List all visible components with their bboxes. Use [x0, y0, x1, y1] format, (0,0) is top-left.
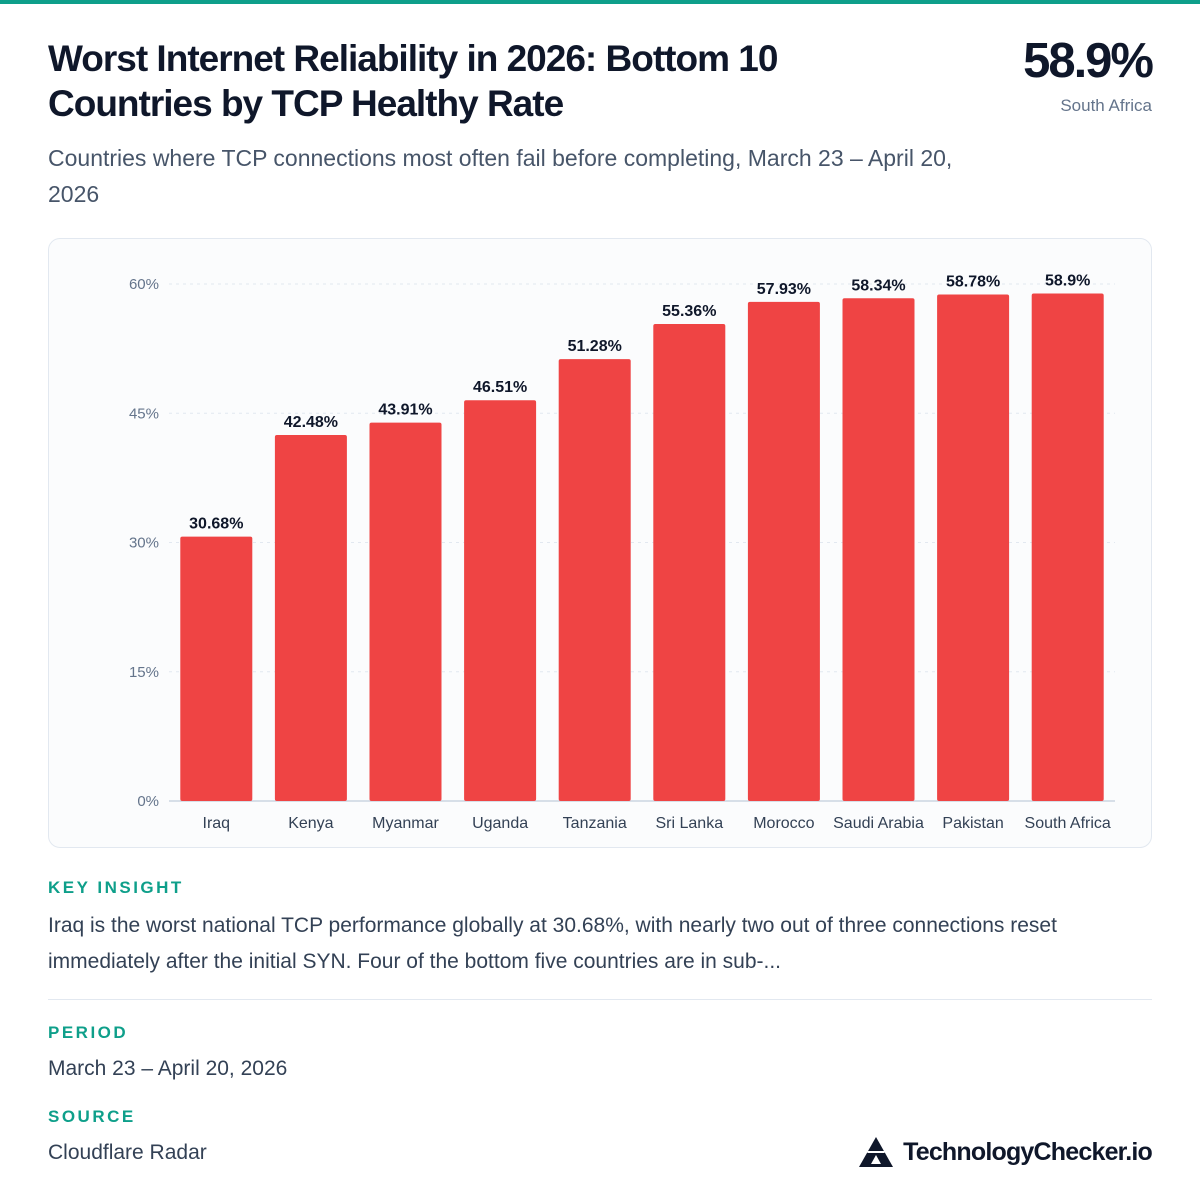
bar-value-label: 46.51% — [473, 379, 527, 396]
x-category-label: Saudi Arabia — [833, 815, 924, 832]
y-tick-label: 0% — [137, 793, 159, 810]
y-tick-label: 45% — [129, 405, 159, 422]
x-category-label: Iraq — [203, 815, 231, 832]
bar-south-africa — [1031, 293, 1104, 801]
key-insight-text: Iraq is the worst national TCP performan… — [48, 914, 1057, 973]
period-label: PERIOD — [48, 1023, 129, 1042]
bar-value-label: 30.68% — [189, 516, 243, 533]
bar-value-label: 55.36% — [662, 303, 716, 320]
x-category-label: South Africa — [1025, 815, 1111, 832]
headline-label: South Africa — [1060, 96, 1152, 115]
headline-value: 58.9% — [1023, 34, 1154, 88]
y-tick-label: 60% — [129, 276, 159, 293]
page-subtitle: Countries where TCP connections most oft… — [48, 145, 953, 207]
bar-iraq — [180, 536, 253, 801]
bar-sri-lanka — [653, 323, 726, 801]
bar-pakistan — [937, 294, 1010, 801]
x-category-label: Morocco — [753, 815, 814, 832]
bar-value-label: 43.91% — [378, 402, 432, 419]
bar-myanmar — [369, 422, 442, 801]
brand-name: TechnologyChecker.io — [903, 1137, 1153, 1166]
bar-value-label: 58.9% — [1045, 272, 1090, 289]
bar-value-label: 51.28% — [568, 338, 622, 355]
bar-value-label: 42.48% — [284, 414, 338, 431]
x-category-label: Tanzania — [563, 815, 627, 832]
key-insight-label: KEY INSIGHT — [48, 878, 184, 897]
x-category-label: Pakistan — [942, 815, 1003, 832]
bar-value-label: 57.93% — [757, 281, 811, 298]
bar-morocco — [747, 301, 820, 801]
x-category-label: Uganda — [472, 815, 528, 832]
bar-value-label: 58.78% — [946, 274, 1000, 291]
y-tick-label: 30% — [129, 535, 159, 552]
x-category-label: Myanmar — [372, 815, 439, 832]
bar-value-label: 58.34% — [851, 277, 905, 294]
bar-uganda — [464, 400, 537, 801]
x-category-label: Sri Lanka — [656, 815, 724, 832]
page-title: Worst Internet Reliability in 2026: Bott… — [48, 38, 778, 124]
source-label: SOURCE — [48, 1107, 136, 1126]
section-divider — [48, 999, 1152, 1000]
x-category-label: Kenya — [288, 815, 333, 832]
period-value: March 23 – April 20, 2026 — [48, 1057, 288, 1080]
bar-tanzania — [558, 359, 631, 801]
chart-card: 0% 15% 30% 45% 60% 30.68% Iraq 42.48% Kenya 43.91… — [48, 238, 1152, 848]
bar-chart: 0% 15% 30% 45% 60% 30.68% Iraq 42.48% Kenya 43.91… — [129, 272, 1115, 832]
source-value: Cloudflare Radar — [48, 1141, 207, 1164]
bar-kenya — [274, 434, 347, 801]
bar-saudi-arabia — [842, 298, 915, 801]
triangle-logo-icon — [859, 1137, 894, 1167]
y-tick-label: 15% — [129, 664, 159, 681]
top-accent-rule — [0, 0, 1200, 4]
brand-logo: TechnologyChecker.io — [859, 1134, 1153, 1170]
